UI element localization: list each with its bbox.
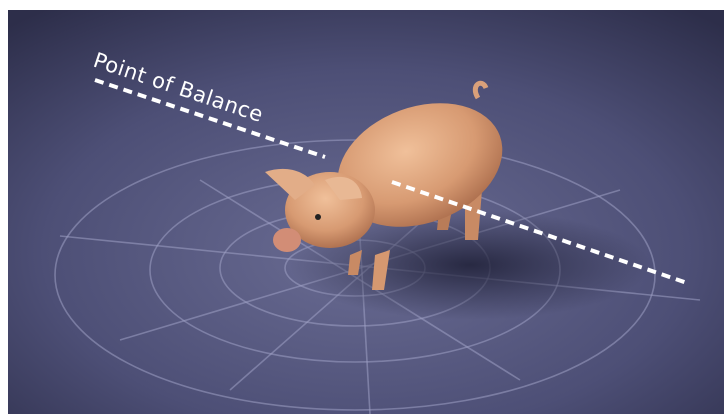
page: Point of Balance (() => { const data = J… <box>0 0 724 414</box>
scene: Point of Balance <box>0 0 724 414</box>
